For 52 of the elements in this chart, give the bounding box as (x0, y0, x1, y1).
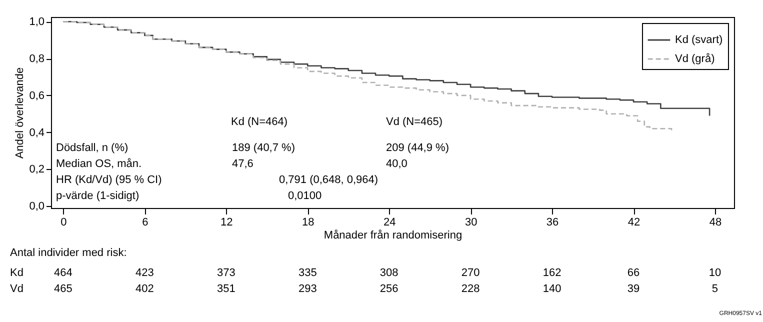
text: 66 (627, 267, 640, 279)
annotation: 209 (44,9 %) (386, 142, 449, 154)
annotation: 47,6 (232, 158, 254, 170)
x-tick-label: 18 (302, 216, 314, 228)
annotation: 189 (40,7 %) (232, 142, 295, 154)
text: 5 (712, 283, 718, 295)
text: 373 (216, 267, 236, 279)
text: 308 (380, 267, 398, 279)
annotation: Median OS, mån. (56, 158, 142, 170)
text: 351 (216, 283, 236, 295)
text: 402 (136, 283, 154, 295)
text: 140 (542, 283, 562, 295)
annotation: Kd (N=464) (231, 116, 288, 128)
x-tick-label: 30 (464, 216, 478, 228)
text: Vd (10, 283, 24, 295)
text: Antal individer med risk: (10, 247, 127, 259)
text: 10 (708, 267, 722, 279)
x-tick-label: 36 (546, 216, 559, 228)
text: 335 (298, 267, 317, 279)
annotation: 0,791 (0,648, 0,964) (279, 174, 378, 186)
annotation: Vd (N=465) (386, 116, 443, 128)
y-tick-label: 0,0 (29, 200, 44, 213)
annotation: p-värde (1-sidigt) (56, 190, 140, 202)
legend-label: Vd (grå) (675, 53, 715, 65)
y-tick-label: 0,2 (29, 164, 44, 176)
text: 39 (627, 283, 640, 295)
text: 228 (461, 283, 480, 295)
x-tick-label: 48 (709, 216, 722, 228)
y-tick-label: 1,0 (29, 16, 44, 28)
x-tick-label: 12 (220, 216, 233, 228)
x-tick-label: 24 (383, 216, 396, 228)
y-tick-label: 0,8 (29, 53, 44, 66)
text: 270 (461, 267, 480, 279)
text: 423 (136, 267, 154, 279)
text: 465 (54, 283, 72, 295)
y-axis-title: Andel överlevande (14, 67, 26, 159)
text: 464 (54, 267, 72, 279)
annotation: HR (Kd/Vd) (95 % CI) (56, 174, 162, 186)
annotation: Dödsfall, n (%) (56, 142, 128, 154)
text: 293 (298, 283, 317, 295)
y-tick-label: 0,4 (29, 126, 44, 139)
x-axis-title: Månader från randomisering (324, 230, 462, 242)
legend-label: Kd (svart) (675, 34, 723, 46)
annotation: 40,0 (386, 158, 408, 170)
text: 256 (380, 283, 398, 295)
x-tick-label: 42 (628, 216, 640, 228)
y-tick-label: 0,6 (29, 90, 44, 102)
text: 162 (542, 267, 562, 279)
x-tick-label: 6 (142, 216, 148, 228)
x-tick-label: 0 (60, 216, 67, 228)
text: Kd (10, 267, 24, 279)
annotation: 0,0100 (288, 190, 322, 202)
